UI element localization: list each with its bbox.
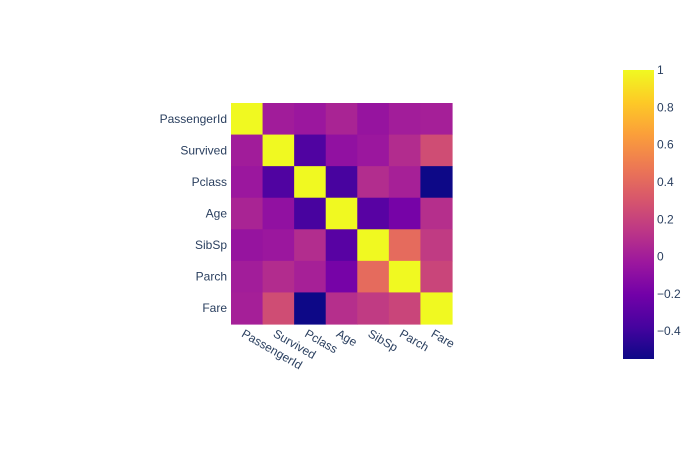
colorbar-tick-label: 0.8 (657, 100, 674, 114)
heatmap-cell-Age-Survived (262, 197, 295, 230)
heatmap-cell-Fare-SibSp (357, 292, 390, 325)
heatmap-cell-Age-Pclass (294, 197, 327, 230)
y-tick-label: Age (206, 206, 228, 220)
heatmap-cell-Age-SibSp (357, 197, 390, 230)
colorbar-tick-label: −0.4 (657, 324, 681, 338)
x-tick-label: Parch (397, 326, 431, 354)
colorbar-tick-label: 0.4 (657, 175, 674, 189)
colorbar-tick-label: −0.2 (657, 287, 681, 301)
heatmap-cell-Pclass-Parch (388, 166, 422, 199)
heatmap-cell-Survived-SibSp (357, 134, 390, 167)
y-tick-label: Survived (180, 143, 227, 157)
heatmap-cell-Fare-Survived (262, 292, 295, 325)
heatmap-cell-Survived-Survived (262, 134, 295, 167)
heatmap-cell-Fare-Fare (420, 292, 453, 325)
heatmap-cell-Fare-Pclass (294, 292, 327, 325)
colorbar-tick-label: 0.2 (657, 212, 674, 226)
heatmap-cell-Fare-PassengerId (231, 292, 264, 325)
y-tick-label: Pclass (192, 175, 227, 189)
heatmap-cell-SibSp-Pclass (294, 229, 327, 262)
x-tick-label: Fare (429, 326, 458, 351)
heatmap-cell-Age-Fare (420, 197, 453, 230)
heatmap-cell-Pclass-Fare (420, 166, 453, 199)
colorbar-tick-label: 0 (657, 250, 664, 264)
heatmap-cell-PassengerId-SibSp (357, 103, 390, 136)
heatmap-cell-SibSp-Survived (262, 229, 295, 262)
heatmap-cell-PassengerId-Pclass (294, 103, 327, 136)
y-tick-label: PassengerId (160, 112, 227, 126)
heatmap-cells (231, 103, 453, 325)
colorbar-tick-label: 0.6 (657, 138, 674, 152)
heatmap-cell-Fare-Parch (388, 292, 422, 325)
heatmap-cell-Parch-Parch (388, 260, 422, 294)
heatmap-cell-Age-Age (325, 197, 358, 230)
y-tick-label: Parch (196, 270, 227, 284)
heatmap-cell-PassengerId-PassengerId (231, 103, 264, 136)
heatmap-cell-Parch-Age (325, 260, 358, 294)
heatmap-cell-Parch-PassengerId (231, 260, 264, 294)
colorbar-gradient (623, 70, 654, 359)
heatmap-cell-PassengerId-Fare (420, 103, 453, 136)
heatmap-cell-Fare-Age (325, 292, 358, 325)
colorbar (623, 70, 654, 359)
heatmap-cell-Parch-Pclass (294, 260, 327, 294)
y-axis-ticks: PassengerId Survived Pclass Age SibSp Parch Fa… (160, 112, 228, 315)
heatmap-cell-Survived-Fare (420, 134, 453, 167)
heatmap-cell-Survived-Pclass (294, 134, 327, 167)
heatmap-cell-Pclass-SibSp (357, 166, 390, 199)
y-tick-label: SibSp (195, 238, 227, 252)
heatmap-cell-SibSp-Age (325, 229, 358, 262)
heatmap-cell-SibSp-PassengerId (231, 229, 264, 262)
heatmap-cell-Survived-Age (325, 134, 358, 167)
heatmap-cell-Pclass-Age (325, 166, 358, 199)
heatmap-cell-SibSp-SibSp (357, 229, 390, 262)
heatmap-cell-Parch-Survived (262, 260, 295, 294)
heatmap-cell-SibSp-Parch (388, 229, 422, 262)
heatmap-cell-Pclass-Survived (262, 166, 295, 199)
heatmap-cell-PassengerId-Age (325, 103, 358, 136)
x-tick-label: SibSp (366, 326, 401, 354)
colorbar-tick-label: 1 (657, 63, 664, 77)
heatmap-cell-Pclass-Pclass (294, 166, 327, 199)
heatmap-cell-Survived-PassengerId (231, 134, 264, 167)
y-tick-label: Fare (202, 301, 227, 315)
heatmap-cell-PassengerId-Parch (388, 103, 422, 136)
heatmap-cell-Age-Parch (388, 197, 422, 230)
heatmap-cell-PassengerId-Survived (262, 103, 295, 136)
heatmap-cell-Age-PassengerId (231, 197, 264, 230)
heatmap-cell-Parch-SibSp (357, 260, 390, 294)
heatmap-cell-Pclass-PassengerId (231, 166, 264, 199)
heatmap-cell-SibSp-Fare (420, 229, 453, 262)
heatmap-cell-Survived-Parch (388, 134, 422, 167)
heatmap-cell-Parch-Fare (420, 260, 453, 294)
colorbar-ticks: 1 0.8 0.6 0.4 0.2 0 −0.2 −0.4 (657, 63, 681, 338)
